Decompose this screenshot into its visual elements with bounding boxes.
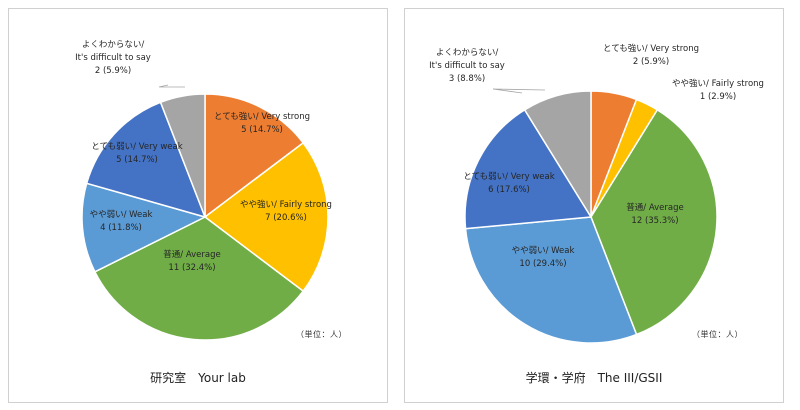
slice-label: 5 (14.7%) [116,155,158,165]
slice-label: やや弱い/ Weak [512,246,575,256]
pie-slice-very-strong [204,93,305,219]
leader-line [158,84,185,88]
slice-label: 11 (32.4%) [168,263,215,273]
slice-label: よくわからない/ [82,40,145,50]
pie-slice-it-s-difficult-to-say [159,93,206,218]
slice-label: 5 (14.7%) [241,125,283,135]
slice-label: やや強い/ Fairly strong [672,78,764,89]
unit-note: （単位：人） [692,330,743,339]
slice-label: やや弱い/ Weak [90,210,153,220]
pie-chart-panel-lab: とても強い/ Very strong 5 (14.7%) やや強い/ Fairly … [8,8,388,403]
slice-label: 2 (5.9%) [95,66,131,76]
slice-label: 1 (2.9%) [700,92,736,102]
pie-chart-panel-iii: とても強い/ Very strong 2 (5.9%) やや強い/ Fairly s… [404,8,784,403]
pie-chart-iii: とても強い/ Very strong 2 (5.9%) やや強い/ Fairly s… [429,43,764,344]
slice-label: 4 (11.8%) [100,223,142,233]
leader-line [492,88,546,94]
pie-slice-weak [464,216,638,344]
chart-caption: 学環・学府 The III/GSII [525,371,663,385]
slice-label: 12 (35.3%) [631,216,678,226]
slice-label: 7 (20.6%) [265,213,307,223]
pie-slice-fairly-strong [203,141,329,293]
pie-slice-very-weak [85,101,207,219]
pie-slice-average [590,108,718,336]
slice-label: 普通/ Average [163,249,220,260]
slice-label: やや強い/ Fairly strong [240,199,332,210]
pie-chart-lab: とても強い/ Very strong 5 (14.7%) やや強い/ Fairly … [75,40,332,341]
pie-slice-very-weak [464,108,593,230]
slice-label: It's difficult to say [75,53,151,63]
slice-label: 3 (8.8%) [449,74,485,84]
slice-label: 2 (5.9%) [633,57,669,67]
pie-slice-it-s-difficult-to-say [523,90,592,220]
unit-note: （単位：人） [296,330,347,339]
slice-label: とても弱い/ Very weak [91,142,182,152]
slice-label: とても弱い/ Very weak [463,172,554,182]
chart-caption: 研究室 Your lab [150,371,246,385]
slice-label: It's difficult to say [429,61,505,71]
slice-label: 普通/ Average [626,202,683,213]
pie-slice-weak [81,182,208,273]
slice-label: とても強い/ Very strong [214,111,310,122]
slice-label: 6 (17.6%) [488,185,530,195]
slice-label: よくわからない/ [436,48,499,58]
slice-label: とても強い/ Very strong [603,43,699,54]
pie-slice-average [93,216,305,341]
slice-label: 10 (29.4%) [519,259,566,269]
